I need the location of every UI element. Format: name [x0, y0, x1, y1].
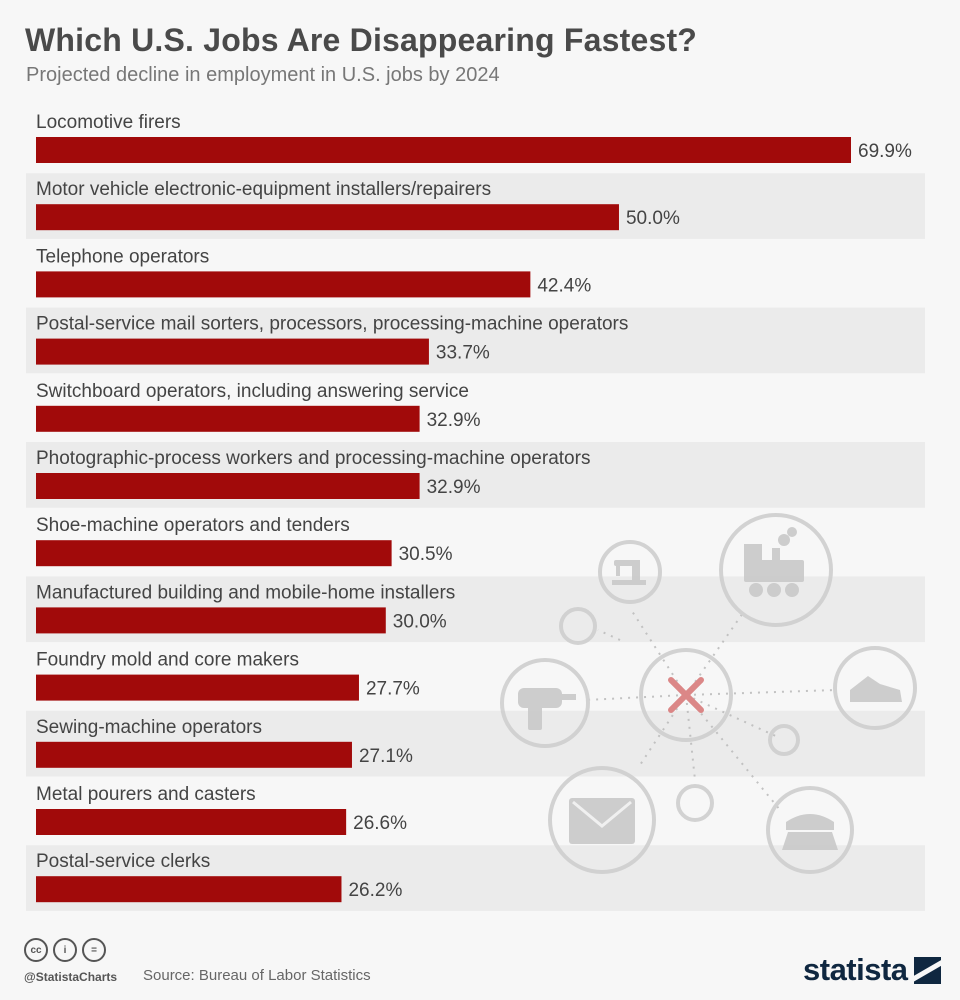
bars: [36, 137, 851, 903]
twitter-handle[interactable]: @StatistaCharts: [24, 970, 118, 984]
chart-title: Which U.S. Jobs Are Disappearing Fastest…: [25, 22, 698, 58]
bar[interactable]: [36, 204, 619, 231]
value-label: 69.9%: [858, 141, 912, 162]
small-bubble-icon: [559, 607, 597, 645]
logo-mark-icon: [913, 956, 941, 984]
attribution-icon: i: [53, 938, 77, 962]
value-label: 30.0%: [393, 611, 447, 632]
bar[interactable]: [36, 876, 342, 903]
category-label: Metal pourers and casters: [36, 784, 256, 805]
power-drill-icon: [500, 658, 590, 748]
value-label: 26.2%: [348, 880, 402, 901]
category-labels: Locomotive firers Motor vehicle electroni…: [36, 112, 628, 872]
sewing-machine-icon: [598, 540, 662, 604]
decorative-illustration: [500, 513, 917, 874]
cc-icon: cc: [24, 938, 48, 962]
license-icons: cc i =: [24, 938, 106, 962]
value-label: 50.0%: [626, 208, 680, 229]
locomotive-icon: [719, 513, 833, 627]
x-mark-icon: [639, 648, 733, 742]
bar[interactable]: [36, 338, 429, 365]
category-label: Postal-service clerks: [36, 851, 210, 872]
bar[interactable]: [36, 540, 392, 567]
category-label: Photographic-process workers and process…: [36, 448, 590, 469]
bar[interactable]: [36, 741, 352, 768]
value-label: 32.9%: [427, 477, 481, 498]
logo-text: statista: [803, 952, 908, 987]
category-label: Sewing-machine operators: [36, 717, 262, 738]
small-bubble-icon: [768, 724, 800, 756]
value-label: 27.7%: [366, 679, 420, 700]
value-label: 27.1%: [359, 746, 413, 767]
bar[interactable]: [36, 405, 420, 432]
category-label: Motor vehicle electronic-equipment insta…: [36, 179, 491, 200]
telephone-icon: [766, 786, 854, 874]
category-label: Locomotive firers: [36, 112, 181, 133]
category-label: Postal-service mail sorters, processors,…: [36, 314, 628, 335]
bar[interactable]: [36, 473, 420, 499]
bar[interactable]: [36, 137, 851, 163]
category-label: Shoe-machine operators and tenders: [36, 515, 350, 536]
bar[interactable]: [36, 809, 347, 835]
value-label: 33.7%: [436, 343, 490, 364]
value-label: 32.9%: [427, 410, 481, 431]
category-label: Foundry mold and core makers: [36, 650, 299, 671]
category-label: Telephone operators: [36, 246, 209, 267]
envelope-icon: [548, 766, 656, 874]
no-derivatives-icon: =: [82, 938, 106, 962]
value-label: 26.6%: [353, 813, 407, 834]
category-label: Manufactured building and mobile-home in…: [36, 582, 455, 603]
bar-chart: Locomotive firers Motor vehicle electroni…: [26, 112, 925, 911]
value-labels: 69.9% 50.0% 42.4% 33.7% 32.9% 32.9% 30.5% 30.0%…: [348, 141, 912, 901]
bar[interactable]: [36, 607, 386, 634]
small-bubble-icon: [676, 784, 714, 822]
bar[interactable]: [36, 674, 359, 701]
value-label: 42.4%: [537, 275, 591, 296]
value-label: 30.5%: [399, 544, 453, 565]
source-note: Source: Bureau of Labor Statistics: [143, 967, 371, 984]
chart-subtitle: Projected decline in employment in U.S. …: [26, 64, 500, 86]
category-label: Switchboard operators, including answeri…: [36, 381, 469, 402]
bar[interactable]: [36, 271, 531, 298]
shoe-icon: [833, 646, 917, 730]
statista-logo[interactable]: statista: [803, 952, 941, 988]
